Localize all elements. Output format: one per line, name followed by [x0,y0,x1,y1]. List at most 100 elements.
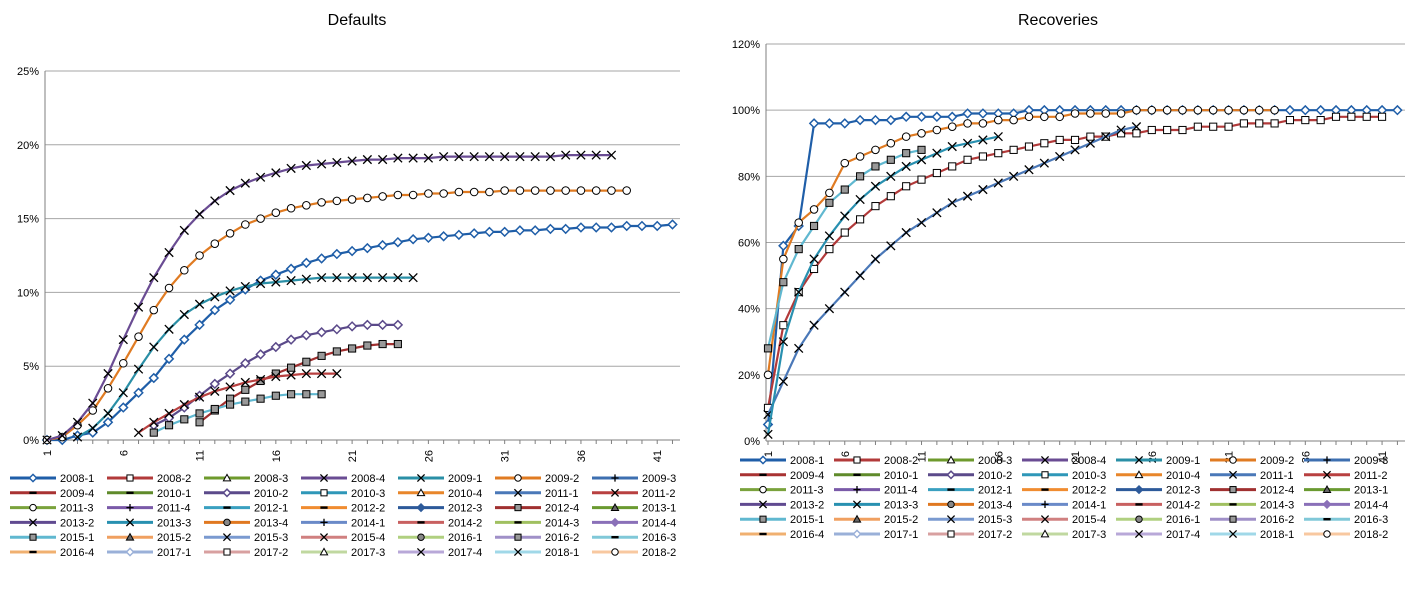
defaults-y-tick-label: 0% [23,435,39,447]
recoveries-data-point [779,321,788,330]
defaults-legend-label: 2014-4 [642,517,676,529]
defaults-legend: 2008-1 2008-2 2008-3 2008-4 2009-1 2009-2 2009… [10,473,676,559]
recoveries-data-point [1070,109,1080,118]
recoveries-data-point [886,171,896,181]
defaults-data-point [332,368,342,379]
defaults-data-point [88,398,98,408]
recoveries-y-tick-label: 100% [732,105,760,117]
defaults-legend-marker [514,521,522,524]
defaults-data-point [88,423,98,433]
defaults-data-point [515,151,525,162]
defaults-legend-label: 2012-1 [254,503,288,515]
recoveries-legend-item: 2011-2 [1304,470,1387,482]
recoveries-data-point [1193,105,1203,115]
defaults-data-point [256,214,265,223]
defaults-legend-label: 2016-1 [448,532,482,544]
recoveries-data-point [870,254,881,264]
defaults-data-point [149,272,159,283]
recoveries-data-point [946,111,958,123]
defaults-legend-label: 2014-3 [545,517,579,529]
recoveries-legend-label: 2016-2 [1260,514,1294,526]
recoveries-legend-item: 2009-1 [1116,455,1200,467]
defaults-data-point [210,386,220,396]
recoveries-y-tick-label: 60% [738,238,760,250]
recoveries-data-point [763,344,773,353]
recoveries-data-point [1009,115,1018,125]
recoveries-legend-marker [1229,503,1237,506]
recoveries-data-point [947,122,957,131]
defaults-legend-label: 2015-2 [157,532,191,544]
defaults-legend-label: 2016-4 [60,547,94,559]
defaults-legend-item: 2011-1 [495,488,578,500]
recoveries-data-point [962,108,973,119]
defaults-data-point [500,151,510,162]
recoveries-data-point [1070,135,1080,145]
recoveries-data-point [1178,125,1187,135]
defaults-legend-marker [223,548,231,556]
recoveries-legend-item: 2011-3 [740,485,823,497]
defaults-data-point [210,196,220,206]
defaults-legend-item: 2011-2 [592,488,675,500]
defaults-legend-marker [125,532,135,541]
recoveries-legend-label: 2012-1 [978,485,1012,497]
recoveries-data-point [1116,109,1126,118]
recoveries-data-point [871,202,880,211]
recoveries-data-point [794,218,803,227]
defaults-legend-item: 2015-4 [301,532,385,544]
recoveries-legend-label: 2015-3 [978,514,1012,526]
defaults-series-2008-4 [42,150,617,445]
defaults-data-point [301,329,312,341]
defaults-legend-item: 2016-1 [398,532,482,544]
recoveries-data-point [901,132,911,141]
defaults-data-point [529,225,541,236]
recoveries-legend-item: 2013-3 [834,499,918,511]
recoveries-legend-item: 2018-1 [1210,529,1294,541]
recoveries-legend-item: 2017-3 [1022,529,1106,541]
recoveries-legend-item: 2010-1 [834,470,918,482]
defaults-data-point [224,368,236,379]
defaults-data-point [210,239,220,248]
recoveries-data-point [885,114,897,126]
defaults-data-point [485,187,494,197]
defaults-data-point [377,239,388,251]
recoveries-data-point [778,240,789,252]
defaults-data-point [57,430,67,441]
recoveries-data-point [1224,122,1233,131]
defaults-data-point [316,272,327,283]
defaults-legend-label: 2018-2 [642,547,676,559]
defaults-data-point [438,151,449,162]
defaults-legend-item: 2014-4 [592,517,676,529]
recoveries-title: Recoveries [1018,12,1098,29]
recoveries-legend-label: 2008-3 [978,455,1012,467]
recoveries-data-point [779,254,788,264]
defaults-x-tick-label: 1 [42,450,54,456]
defaults-data-point [301,274,312,284]
defaults-data-point [164,421,174,430]
defaults-series-2015-1 [149,390,326,437]
recoveries-legend-item: 2017-1 [834,529,918,541]
recoveries-legend-item: 2015-3 [928,514,1012,526]
recoveries-data-point [1224,105,1233,115]
defaults-legend-label: 2018-1 [545,547,579,559]
recoveries-data-point [763,370,773,380]
defaults-data-point [576,150,586,160]
recoveries-legend-label: 2016-4 [790,529,824,541]
defaults-data-point [424,189,433,198]
recoveries-legend-label: 2012-3 [1166,485,1200,497]
defaults-legend-item: 2009-4 [10,488,94,500]
recoveries-legend-marker [759,485,767,494]
recoveries-legend-item: 2008-4 [1022,455,1106,467]
defaults-data-point [362,154,373,165]
defaults-data-point [393,272,403,283]
defaults-data-point [392,319,404,331]
recoveries-data-point [1270,119,1279,128]
recoveries-data-point [902,182,911,191]
defaults-legend-item: 2015-1 [10,532,94,544]
recoveries-legend-marker [1229,486,1237,494]
defaults-y-tick-label: 5% [23,361,39,373]
defaults-data-point [225,229,235,238]
defaults-data-point [225,185,235,196]
defaults-data-point [164,283,174,293]
defaults-legend-item: 2013-1 [592,503,676,515]
defaults-data-point [468,228,480,239]
